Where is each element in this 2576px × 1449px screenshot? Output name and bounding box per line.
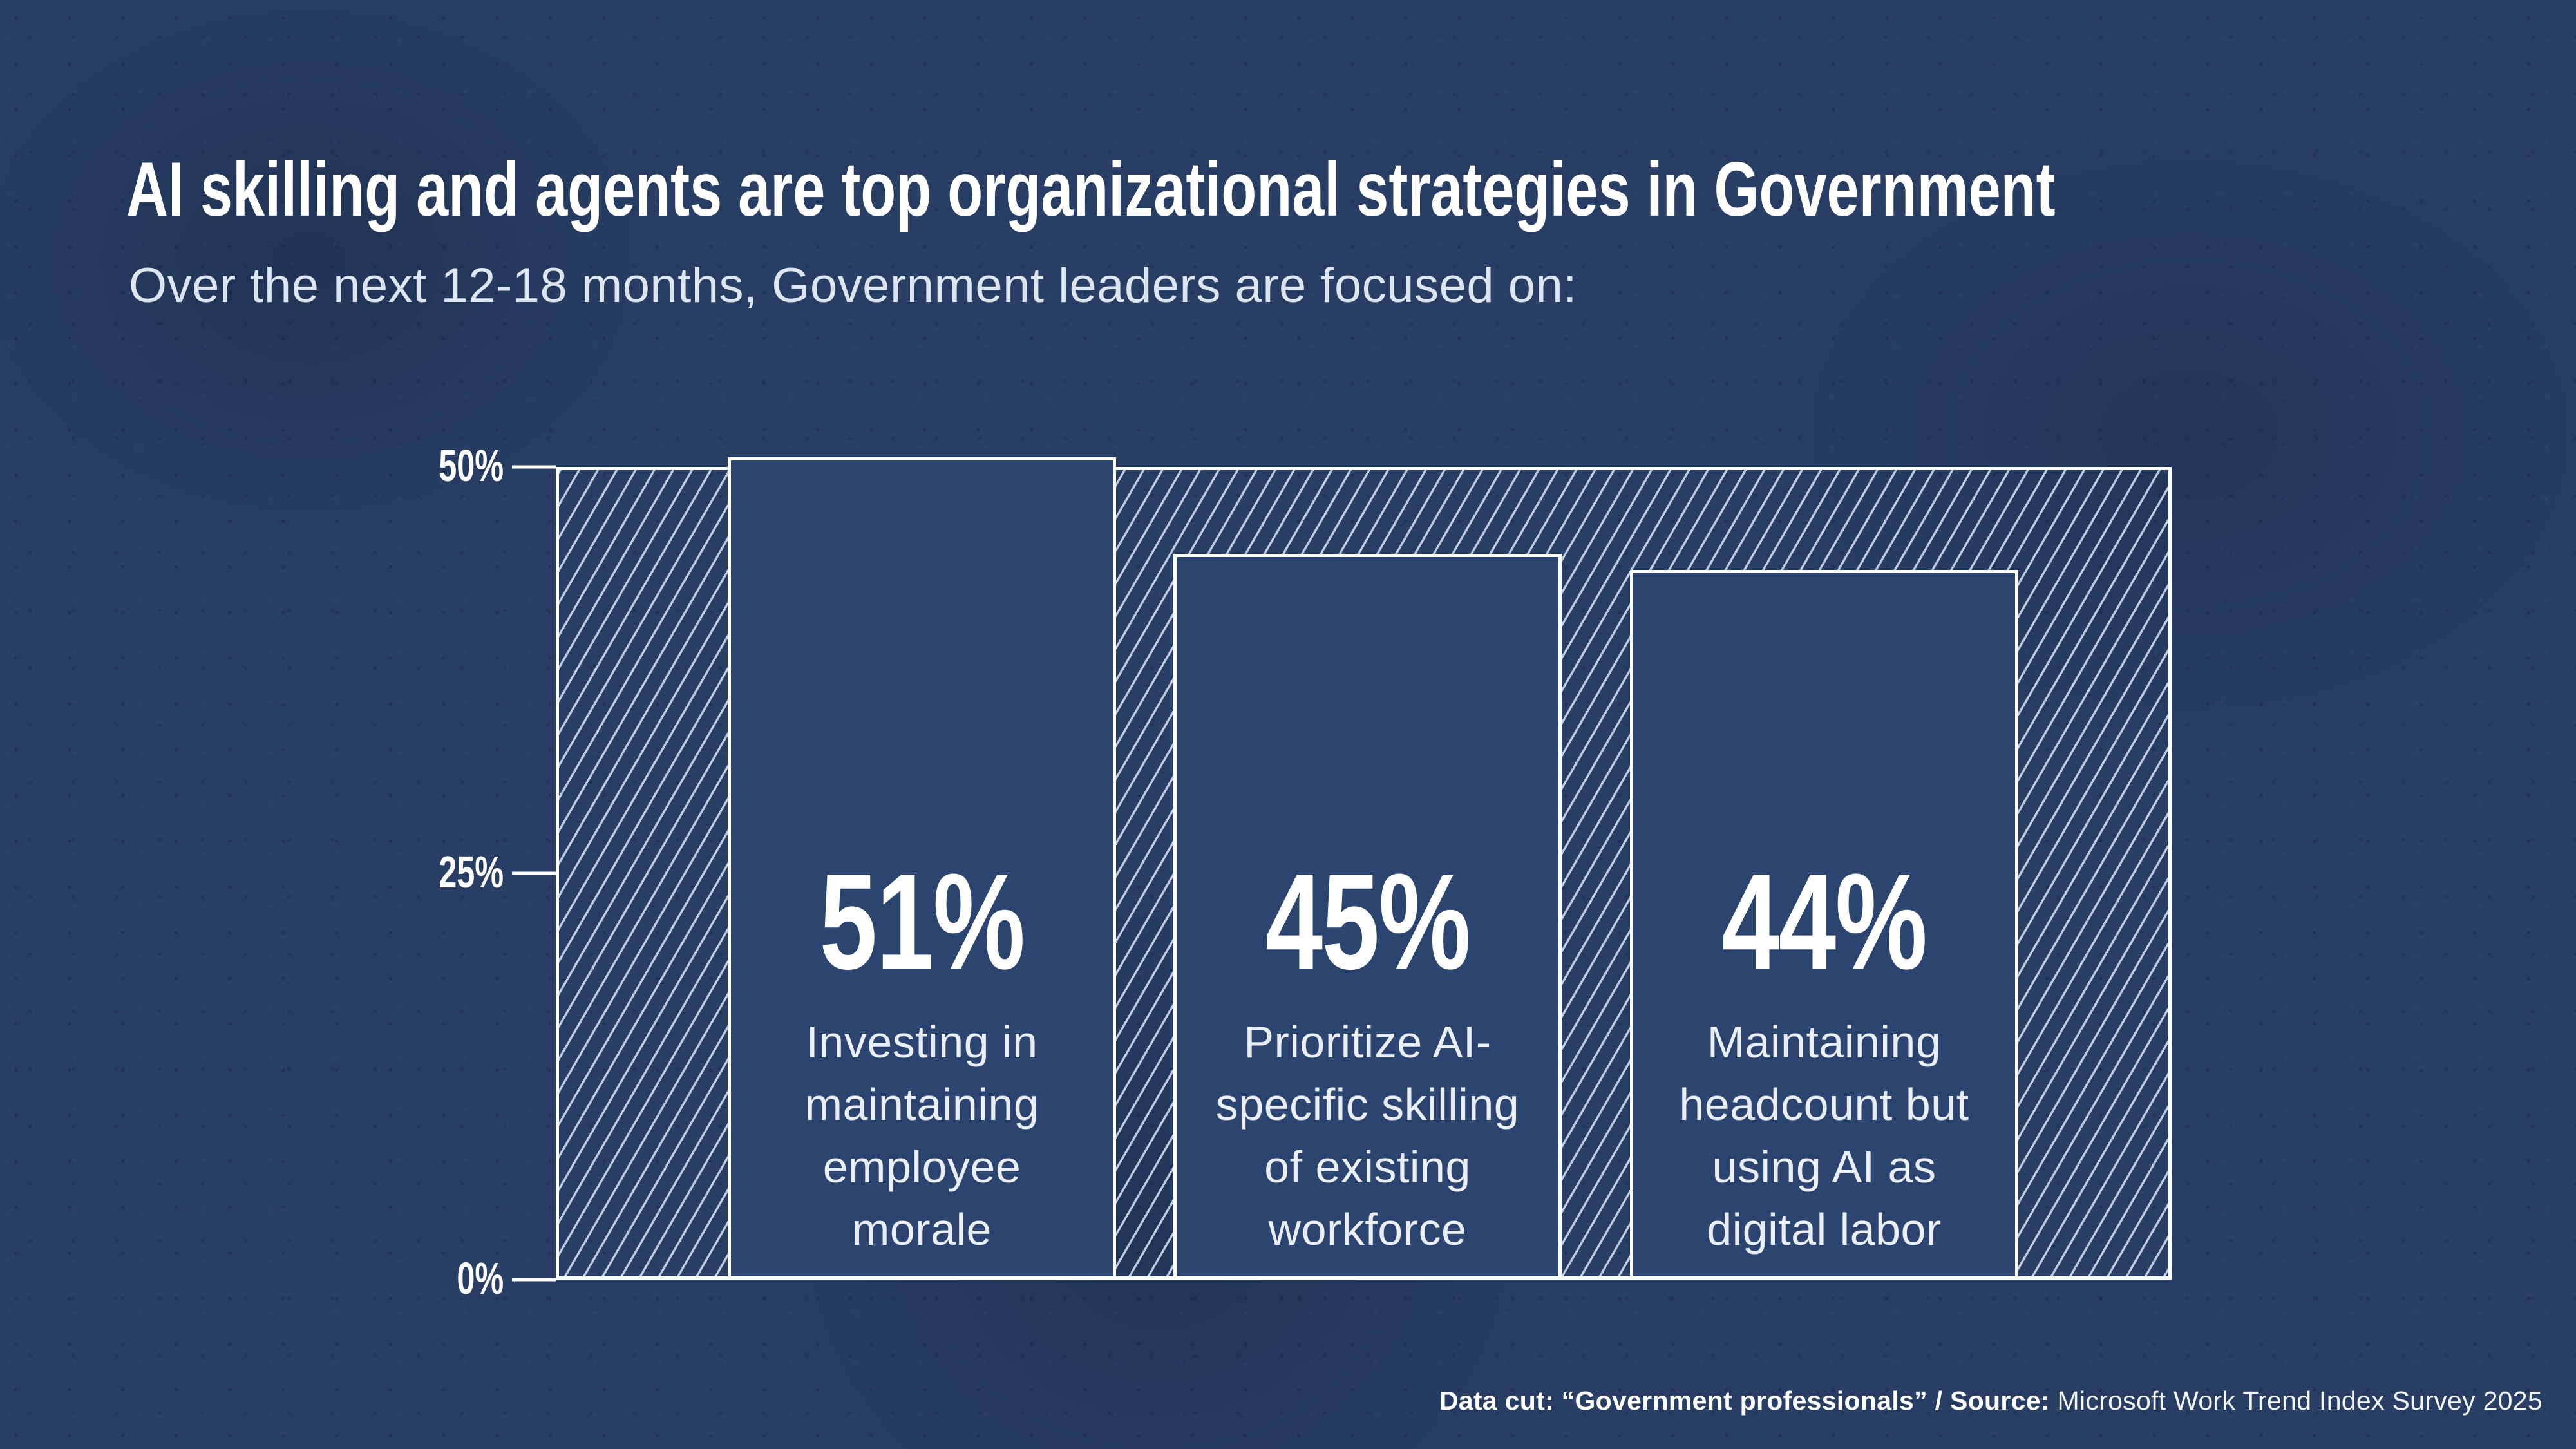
bar-category-label: Investing in maintaining employee morale	[804, 1017, 1039, 1255]
bar-value-label: 44%	[1721, 845, 1927, 998]
y-axis-label-0: 0%	[457, 1253, 504, 1303]
bar-ai-skilling	[1173, 554, 1562, 1280]
page-subtitle: Over the next 12-18 months, Government l…	[129, 258, 1577, 313]
bar-digital-labor	[1630, 570, 2018, 1280]
bar-category-label: Prioritize AI- specific skilling of exis…	[1215, 1017, 1520, 1255]
bar-value-label: 51%	[819, 845, 1025, 998]
y-axis-tick-0: 0%	[457, 1253, 556, 1303]
bar-morale	[728, 457, 1116, 1280]
footer-source: Data cut: “Government professionals” / S…	[1439, 1386, 2543, 1416]
bar-value-label: 45%	[1265, 845, 1471, 998]
footer-data-cut: Data cut: “Government professionals” / S…	[1439, 1386, 2058, 1416]
page-title: AI skilling and agents are top organizat…	[126, 146, 2056, 232]
y-axis-tick-50: 50%	[439, 440, 556, 491]
plot-area	[556, 457, 2172, 1280]
footer-source-name: Microsoft Work Trend Index Survey 2025	[2057, 1386, 2543, 1416]
bar-chart: 50% 25% 0% 51% 45% 44% Investing in main…	[439, 440, 2172, 1303]
y-axis-tick-25: 25%	[439, 847, 556, 897]
bar-category-label: Maintaining headcount but using AI as di…	[1679, 1017, 1969, 1255]
y-axis-label-50: 50%	[439, 440, 504, 491]
y-axis-label-25: 25%	[439, 846, 504, 897]
